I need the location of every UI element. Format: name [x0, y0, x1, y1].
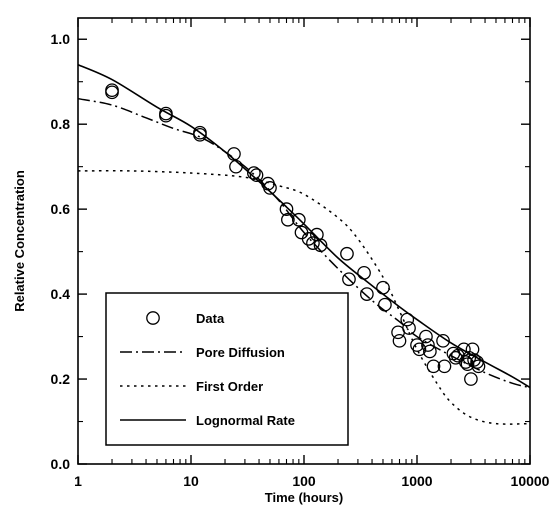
- data-point: [249, 168, 264, 183]
- axes: 1 10 100 1000 10000 0.0 0.2 0.4 0.6 0.8 1.0: [51, 18, 550, 489]
- legend: Data Pore Diffusion First Order Lognormal R…: [105, 292, 349, 446]
- legend-label-lognormal-rate: Lognormal Rate: [196, 413, 295, 428]
- series-line-first-order: [77, 170, 531, 425]
- data-point: [378, 297, 392, 312]
- data-point: [421, 338, 435, 352]
- data-point: [419, 329, 433, 344]
- data-point: [263, 181, 277, 195]
- data-point: [426, 359, 441, 374]
- legend-label-data: Data: [196, 311, 225, 326]
- x-tick-label: 1: [74, 473, 82, 489]
- data-point: [301, 232, 316, 246]
- x-tick-label: 1000: [401, 473, 432, 489]
- y-tick-label: 1.0: [51, 31, 71, 47]
- data-point: [291, 212, 306, 227]
- data-point: [402, 321, 416, 335]
- data-point: [279, 202, 294, 216]
- x-tick-label: 10: [183, 473, 199, 489]
- legend-label-first-order: First Order: [196, 379, 263, 394]
- data-point: [105, 85, 119, 100]
- data-point: [458, 355, 473, 369]
- plot-area: [77, 63, 531, 425]
- data-point: [306, 236, 320, 250]
- data-point: [342, 272, 356, 287]
- data-point: [464, 372, 478, 386]
- data-point: [412, 342, 427, 357]
- data-point: [340, 246, 354, 261]
- y-tick-label: 0.6: [51, 201, 71, 217]
- y-axis-label: Relative Concentration: [12, 170, 27, 312]
- x-tick-label: 100: [292, 473, 316, 489]
- data-point: [281, 212, 295, 227]
- y-tick-label: 0.0: [51, 456, 71, 472]
- y-tick-label: 0.4: [51, 286, 71, 302]
- data-point: [392, 333, 407, 348]
- y-tick-label: 0.2: [51, 371, 71, 387]
- series-line-pore-diffusion: [77, 97, 531, 389]
- series-line-lognormal-rate: [77, 63, 531, 389]
- data-point: [294, 225, 309, 240]
- data-point: [357, 266, 371, 280]
- data-point: [437, 359, 452, 374]
- legend-label-pore-diffusion: Pore Diffusion: [196, 345, 285, 360]
- data-point: [436, 333, 450, 348]
- x-tick-label: 10000: [511, 473, 550, 489]
- data-point: [423, 344, 437, 359]
- data-point: [229, 159, 243, 174]
- x-axis-label: Time (hours): [265, 490, 344, 505]
- data-point: [360, 287, 374, 301]
- data-point: [376, 280, 390, 295]
- legend-swatch-data: [146, 311, 160, 325]
- y-tick-label: 0.8: [51, 116, 71, 132]
